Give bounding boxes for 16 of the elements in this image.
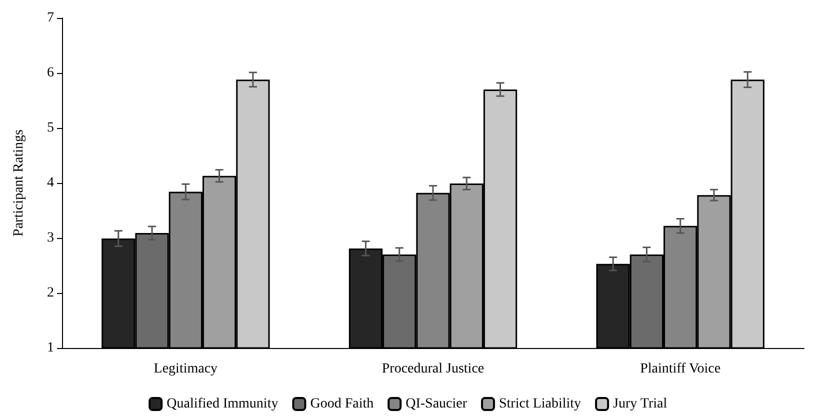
y-tick-label: 1 bbox=[47, 340, 54, 356]
legend-label: Good Faith bbox=[310, 396, 374, 412]
x-tick-label: Procedural Justice bbox=[382, 362, 484, 376]
x-tick-label: Plaintiff Voice bbox=[640, 362, 721, 376]
y-axis-title: Participant Ratings bbox=[12, 130, 26, 236]
y-tick-label: 5 bbox=[47, 120, 54, 136]
legend-label: Qualified Immunity bbox=[166, 396, 278, 412]
y-tick-label: 6 bbox=[47, 66, 54, 80]
y-tick-label: 3 bbox=[47, 230, 54, 246]
y-tick-label: 7 bbox=[47, 10, 54, 26]
legend-label: Jury Trial bbox=[613, 396, 668, 412]
y-tick-label: 2 bbox=[47, 286, 54, 300]
x-tick-label: Legitimacy bbox=[154, 362, 218, 376]
legend-label: Strict Liability bbox=[499, 396, 582, 412]
legend-label: QI-Saucier bbox=[406, 396, 468, 412]
y-tick-label: 4 bbox=[47, 176, 54, 190]
